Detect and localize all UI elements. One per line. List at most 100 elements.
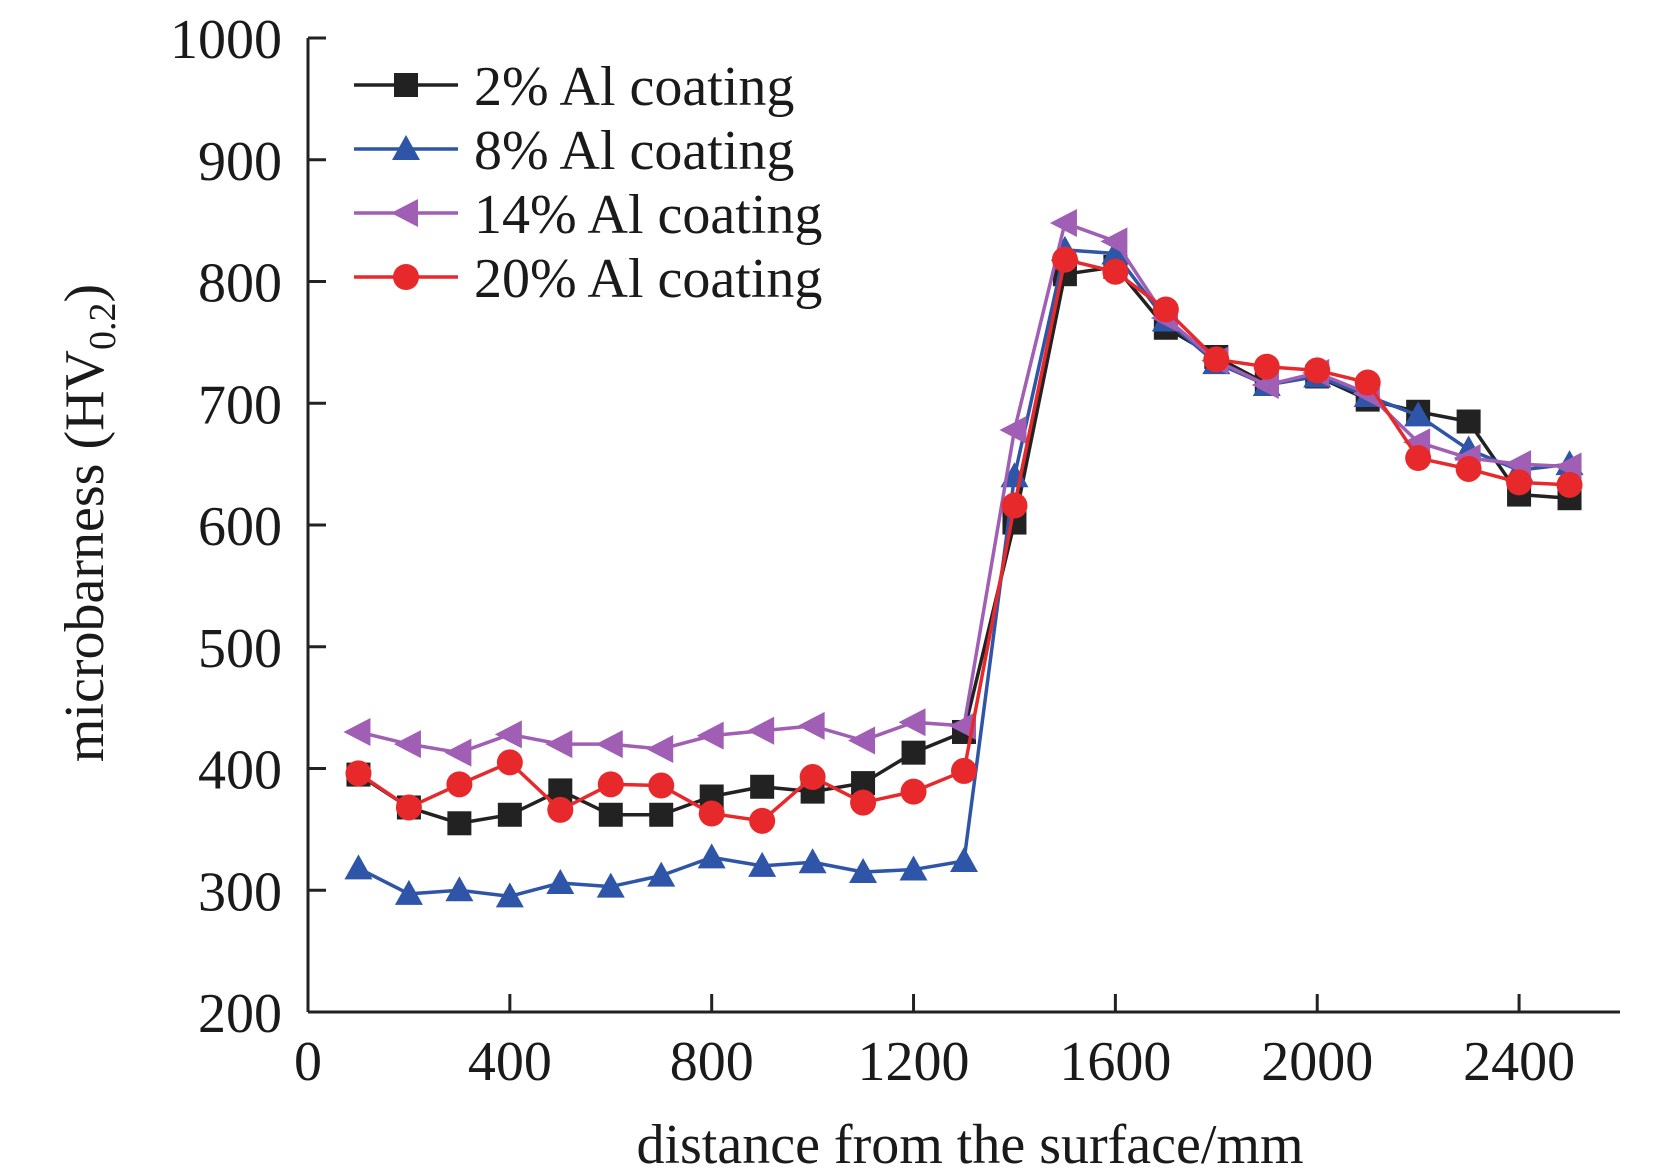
data-point (647, 861, 676, 887)
data-point (798, 848, 827, 874)
y-axis-title-close: ) (54, 284, 116, 303)
data-point (901, 740, 926, 765)
data-point (1049, 209, 1077, 238)
data-point (900, 778, 927, 805)
data-point (444, 738, 472, 767)
data-point (495, 882, 524, 908)
data-point (999, 416, 1027, 445)
series-4 (345, 246, 1583, 834)
legend-marker (393, 264, 419, 290)
data-point (1456, 409, 1481, 434)
x-tick-label: 0 (294, 1031, 322, 1093)
data-point (546, 868, 575, 894)
data-point (648, 772, 675, 799)
data-point (848, 726, 876, 755)
x-axis-title: distance from the surface/mm (636, 1114, 1303, 1173)
series-1 (346, 254, 1582, 836)
data-point (1100, 227, 1128, 256)
legend-item: 8% Al coating (354, 120, 794, 182)
data-point (496, 749, 523, 776)
x-tick-label: 2400 (1463, 1031, 1575, 1093)
y-axis-title: microbarness (HV0.2) (54, 284, 124, 762)
legend-marker (391, 199, 418, 227)
legend-item: 2% Al coating (354, 56, 794, 118)
y-tick-label: 700 (198, 374, 282, 436)
y-tick-label: 500 (198, 618, 282, 680)
legend-item: 14% Al coating (354, 184, 822, 246)
y-axis-title-main: microbarness (HV (54, 350, 116, 762)
data-point (747, 716, 775, 745)
data-point (395, 794, 422, 821)
data-point (545, 730, 573, 759)
legend-label: 14% Al coating (474, 184, 822, 246)
y-axis-ticks: 200 300 400 500 600 700 800 900 1000 (170, 9, 326, 1045)
x-tick-label: 2000 (1261, 1031, 1373, 1093)
data-point (343, 717, 371, 746)
data-point (1152, 296, 1179, 323)
data-point (447, 811, 472, 836)
data-point (1051, 246, 1078, 273)
data-point (446, 771, 473, 798)
data-point (750, 774, 775, 799)
data-point (949, 711, 976, 740)
data-point (497, 802, 522, 827)
y-tick-label: 200 (198, 983, 282, 1045)
data-point (394, 879, 423, 905)
data-point (597, 771, 624, 798)
x-tick-label: 400 (468, 1031, 552, 1093)
data-point (696, 721, 724, 750)
data-point (697, 843, 726, 869)
data-point (1506, 469, 1533, 496)
data-point (849, 857, 878, 883)
series-group (343, 209, 1584, 908)
data-point (1404, 401, 1433, 427)
y-tick-label: 600 (198, 496, 282, 558)
data-point (1101, 239, 1130, 265)
data-point (898, 708, 926, 737)
data-point (950, 847, 978, 873)
data-point (1102, 258, 1129, 285)
data-point (445, 876, 474, 902)
data-point (850, 789, 877, 816)
data-point (1354, 369, 1381, 396)
legend-item: 20% Al coating (354, 248, 822, 310)
data-point (1304, 357, 1331, 384)
data-point (649, 802, 674, 827)
legend-label: 8% Al coating (474, 120, 794, 182)
data-point (748, 851, 777, 877)
data-point (595, 730, 623, 759)
data-point (1203, 346, 1230, 373)
data-point (646, 735, 674, 764)
data-point (393, 730, 421, 759)
data-point (1253, 353, 1280, 380)
y-tick-label: 1000 (170, 9, 282, 71)
x-tick-label: 1600 (1059, 1031, 1171, 1093)
data-point (598, 802, 623, 827)
data-point (547, 796, 574, 823)
data-point (494, 720, 522, 749)
legend-label: 20% Al coating (474, 248, 822, 310)
legend-label: 2% Al coating (474, 56, 794, 118)
legend-marker (392, 135, 420, 160)
legend-marker (394, 73, 418, 97)
data-point (797, 711, 825, 740)
y-axis-title-subscript: 0.2 (82, 303, 124, 351)
data-point (1455, 455, 1482, 482)
data-point (698, 800, 725, 827)
data-point (345, 760, 372, 787)
y-tick-label: 900 (198, 131, 282, 193)
data-point (1001, 492, 1028, 519)
data-point (799, 764, 826, 791)
data-point (1556, 471, 1583, 498)
data-point (951, 757, 977, 784)
data-point (344, 854, 373, 880)
y-tick-label: 300 (198, 861, 282, 923)
data-point (749, 807, 776, 834)
x-tick-label: 1200 (858, 1031, 970, 1093)
data-point (1405, 445, 1432, 472)
y-tick-label: 800 (198, 253, 282, 315)
x-axis-ticks: 0 400 800 1200 1600 2000 2400 (294, 994, 1575, 1093)
x-tick-label: 800 (670, 1031, 754, 1093)
